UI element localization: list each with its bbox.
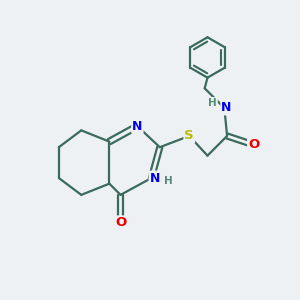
Text: N: N [150,172,160,184]
Text: N: N [221,101,232,114]
Text: O: O [248,138,260,151]
Text: N: N [132,120,142,133]
Text: O: O [115,216,126,230]
Text: H: H [164,176,172,186]
Text: S: S [184,130,194,142]
Text: H: H [208,98,217,108]
